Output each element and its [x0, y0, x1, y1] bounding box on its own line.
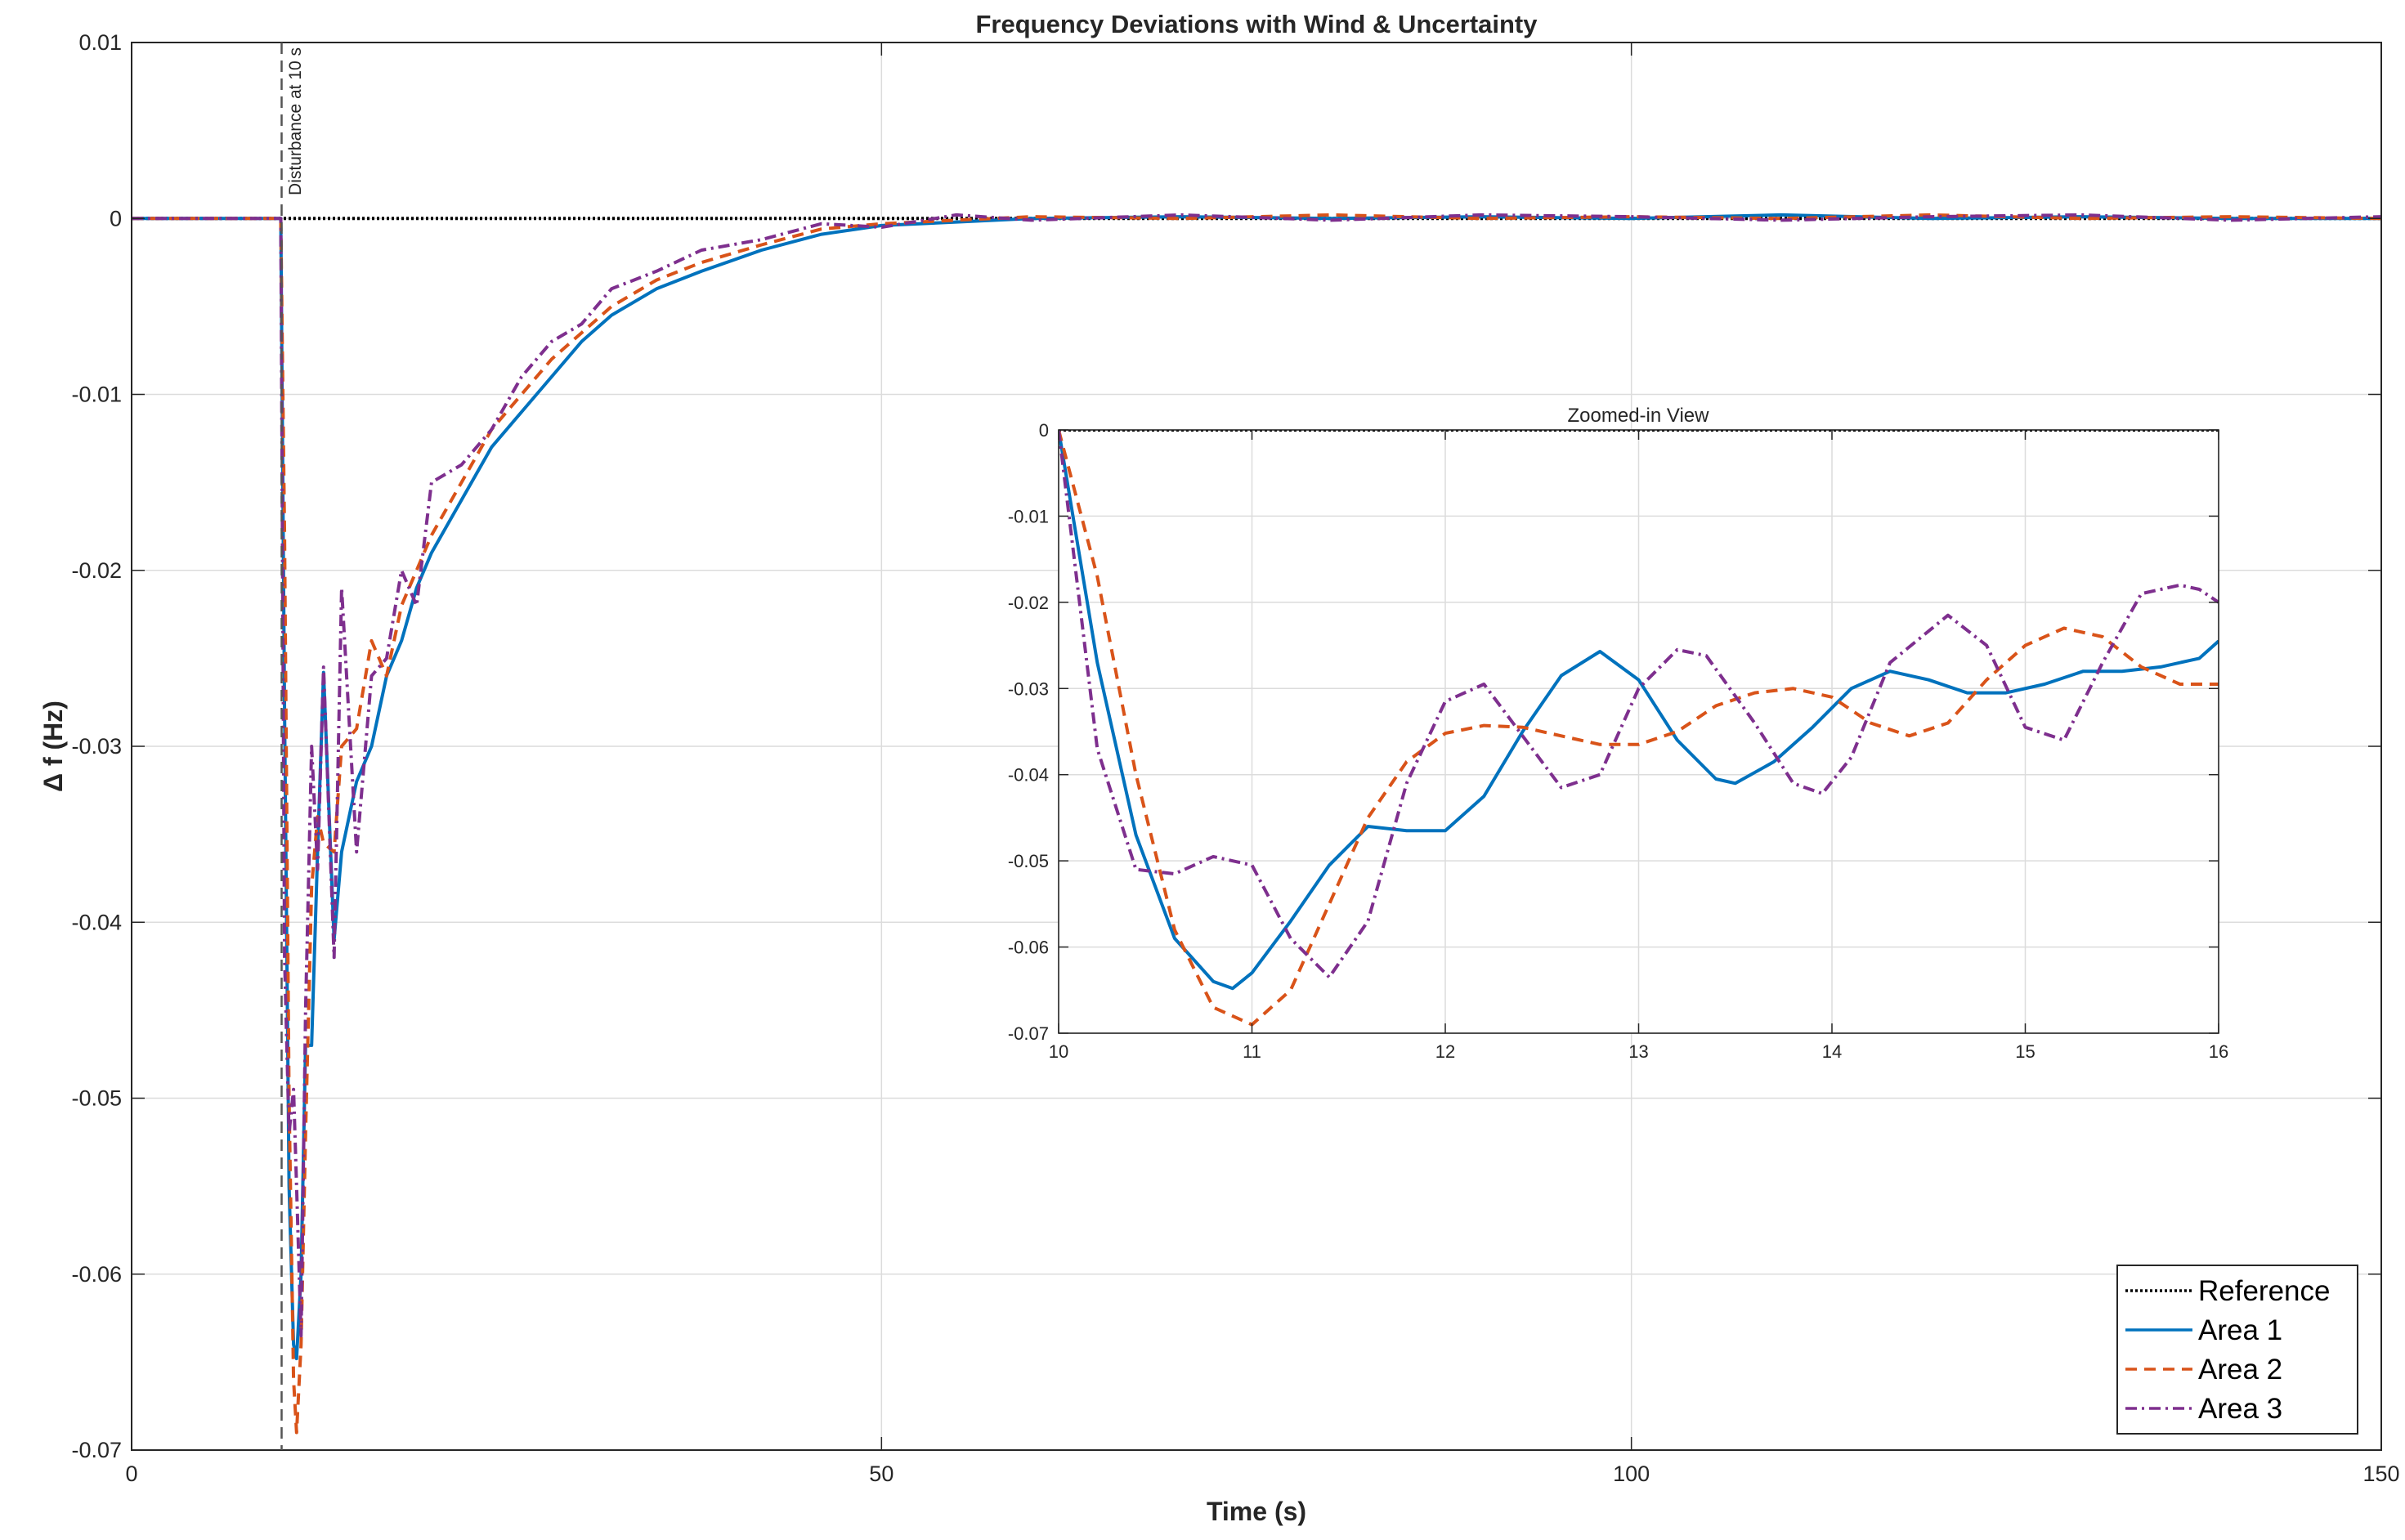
x-tick-label: 10: [1049, 1041, 1068, 1062]
y-tick-label: 0.01: [78, 30, 122, 55]
y-tick-label: -0.07: [1008, 1023, 1049, 1044]
x-tick-label: 14: [1822, 1041, 1842, 1062]
legend-label-area-1: Area 1: [2198, 1314, 2282, 1346]
series-area-3: [132, 213, 2381, 1338]
y-tick-label: -0.07: [71, 1438, 122, 1462]
legend: Reference Area 1 Area 2 Area 3: [2116, 1265, 2358, 1435]
x-tick-label: 11: [1243, 1041, 1261, 1062]
legend-label-area-3: Area 3: [2198, 1393, 2282, 1425]
y-tick-label: -0.02: [1008, 593, 1049, 613]
legend-box: [2116, 1265, 2358, 1435]
x-tick-label: 15: [2015, 1041, 2035, 1062]
x-tick-label: 50: [869, 1462, 893, 1486]
y-tick-label: -0.05: [71, 1086, 122, 1111]
legend-label-area-2: Area 2: [2198, 1354, 2282, 1386]
legend-item-area-2: Area 2: [2125, 1354, 2282, 1386]
x-tick-label: 100: [1613, 1462, 1650, 1486]
y-tick-label: -0.03: [71, 734, 122, 759]
legend-item-area-1: Area 1: [2125, 1314, 2282, 1346]
y-tick-label: 0: [110, 206, 122, 231]
y-tick-label: -0.04: [71, 910, 122, 934]
main-series-group: [132, 213, 2381, 1435]
y-tick-label: -0.04: [1008, 765, 1049, 786]
disturbance-annotation: Disturbance at 10 s: [286, 47, 305, 195]
chart-title: Frequency Deviations with Wind & Uncerta…: [976, 10, 1538, 38]
y-axis-label: Δ f (Hz): [38, 701, 68, 792]
series-area-1: [1059, 430, 2219, 991]
y-tick-label: -0.01: [1008, 506, 1049, 526]
x-tick-label: 0: [125, 1462, 137, 1486]
y-tick-label: -0.03: [1008, 678, 1049, 699]
y-tick-label: 0: [1039, 420, 1049, 441]
inset-title: Zoomed-in View: [1568, 405, 1710, 427]
main-ticks: 0 50 100 1500.010-0.01-0.02-0.03-0.04-0.05-…: [71, 30, 2399, 1486]
y-tick-label: -0.06: [1008, 938, 1049, 958]
x-tick-label: 12: [1435, 1041, 1455, 1062]
legend-label-reference: Reference: [2198, 1275, 2330, 1307]
x-axis-label: Time (s): [1207, 1497, 1306, 1526]
inset-ticks: 10 11 12 13 14 15 16 0 -0.01 -0.02 -0.03 -0.04 -0.05…: [1008, 420, 2228, 1062]
legend-item-reference: Reference: [2125, 1275, 2330, 1307]
x-tick-label: 16: [2209, 1041, 2228, 1062]
x-tick-label: 150: [2362, 1462, 2399, 1486]
y-tick-label: -0.05: [1008, 851, 1049, 871]
y-tick-label: -0.02: [71, 558, 122, 583]
inset-plot-area: 10 11 12 13 14 15 16 0 -0.01 -0.02 -0.03 -0.04 -0.05…: [1008, 405, 2228, 1062]
y-tick-label: -0.01: [71, 383, 122, 407]
legend-item-area-3: Area 3: [2125, 1393, 2282, 1425]
x-tick-label: 13: [1628, 1041, 1648, 1062]
y-tick-label: -0.06: [71, 1262, 122, 1287]
